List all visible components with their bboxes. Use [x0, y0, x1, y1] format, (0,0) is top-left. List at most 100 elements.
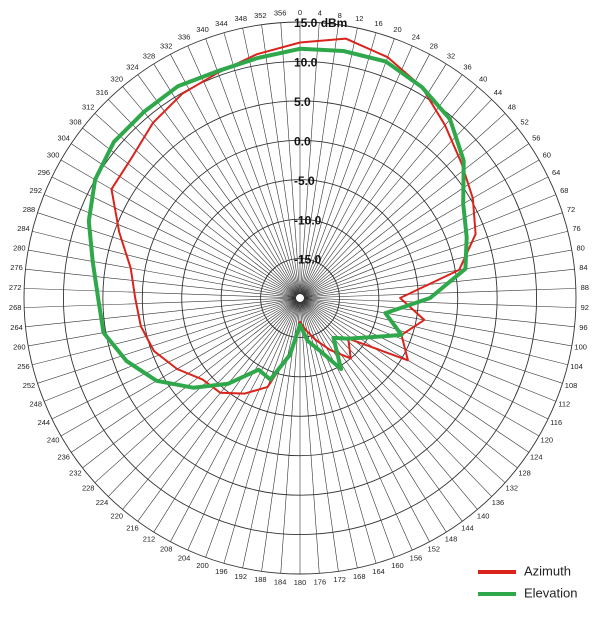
angle-tick-label: 216 — [126, 524, 139, 533]
angle-tick-label: 324 — [126, 62, 139, 71]
grid-spoke — [301, 54, 430, 295]
grid-spoke — [303, 298, 563, 384]
grid-spoke — [25, 298, 297, 328]
radial-tick-label: -10.0 — [294, 213, 322, 227]
angle-tick-label: 84 — [579, 263, 587, 272]
grid-spoke — [280, 301, 301, 574]
angle-tick-label: 88 — [581, 283, 589, 292]
angle-tick-label: 144 — [461, 524, 474, 533]
grid-spoke — [300, 32, 377, 295]
grid-spoke — [302, 99, 492, 296]
grid-spoke — [303, 143, 529, 297]
angle-tick-label: 128 — [518, 468, 531, 477]
angle-tick-label: 168 — [353, 572, 366, 581]
angle-tick-label: 0 — [298, 8, 302, 17]
grid-spoke — [300, 301, 339, 572]
radial-tick-label: 10.0 — [294, 56, 318, 70]
angle-tick-label: 180 — [294, 578, 307, 587]
grid-spoke — [301, 63, 447, 295]
grid-spoke — [223, 301, 300, 564]
legend-label: Azimuth — [524, 563, 571, 578]
angle-tick-label: 244 — [38, 418, 51, 427]
angle-tick-label: 8 — [338, 11, 342, 20]
angle-tick-label: 208 — [160, 545, 173, 554]
plot — [86, 37, 477, 395]
grid-spoke — [122, 300, 298, 510]
series-line — [110, 37, 477, 395]
grid-spoke — [187, 301, 299, 551]
grid-spoke — [108, 300, 298, 497]
grid-spoke — [28, 249, 297, 298]
angle-tick-label: 252 — [23, 381, 36, 390]
grid-spoke — [187, 45, 299, 295]
angle-tick-label: 296 — [38, 168, 51, 177]
grid-spoke — [303, 297, 576, 308]
angle-tick-label: 116 — [550, 418, 562, 427]
angle-tick-label: 228 — [82, 484, 95, 493]
grid-spoke — [301, 301, 395, 558]
angle-tick-label: 64 — [552, 168, 560, 177]
angle-tick-label: 56 — [532, 134, 540, 143]
angle-tick-label: 36 — [463, 62, 471, 71]
angle-tick-label: 104 — [570, 362, 583, 371]
angle-tick-label: 148 — [445, 535, 458, 544]
grid-spoke — [242, 27, 300, 295]
grid-spoke — [37, 298, 297, 384]
grid-spoke — [303, 176, 549, 297]
angle-tick-label: 272 — [9, 283, 22, 292]
grid-spoke — [43, 194, 297, 297]
radial-tick-label: -5.0 — [294, 174, 315, 188]
grid-spoke — [223, 32, 300, 295]
legend-label: Elevation — [524, 585, 577, 600]
grid-spoke — [302, 300, 478, 510]
grid-spoke — [303, 159, 540, 297]
angle-tick-label: 152 — [428, 545, 441, 554]
grid-spoke — [24, 288, 297, 299]
angle-tick-label: 44 — [494, 88, 502, 97]
grid-spoke — [302, 113, 506, 296]
radial-tick-label: 0.0 — [294, 134, 311, 148]
angle-tick-label: 112 — [558, 400, 570, 409]
grid-spoke — [303, 298, 575, 328]
grid-spoke — [300, 301, 358, 569]
grid-spoke — [299, 301, 320, 574]
grid-spoke — [280, 22, 301, 295]
angle-tick-label: 212 — [143, 535, 156, 544]
angle-tick-label: 276 — [10, 263, 23, 272]
angle-tick-label: 328 — [143, 51, 156, 60]
angle-tick-label: 280 — [13, 243, 26, 252]
grid-spoke — [94, 113, 298, 296]
grid-spoke — [299, 22, 320, 295]
angle-tick-label: 344 — [215, 19, 228, 28]
angle-tick-label: 24 — [412, 33, 420, 42]
grid-spoke — [242, 301, 300, 569]
grid-spoke — [71, 299, 297, 453]
angle-tick-label: 68 — [560, 186, 568, 195]
grid-spoke — [303, 298, 568, 366]
angle-tick-label: 336 — [178, 33, 191, 42]
grid-spoke — [303, 299, 557, 402]
angle-tick-label: 196 — [215, 567, 228, 576]
angle-tick-label: 264 — [10, 323, 23, 332]
grid-spoke — [43, 299, 297, 402]
angle-tick-label: 120 — [541, 435, 554, 444]
angle-tick-label: 80 — [576, 243, 584, 252]
angle-tick-label: 156 — [410, 553, 423, 562]
grid-spoke — [51, 299, 297, 420]
angle-tick-label: 332 — [160, 41, 173, 50]
grid-spoke — [153, 301, 299, 533]
grid-spoke — [25, 268, 297, 298]
angle-tick-label: 176 — [314, 577, 327, 586]
grid-spoke — [303, 212, 563, 298]
angle-tick-label: 308 — [69, 118, 82, 127]
angle-tick-label: 268 — [9, 303, 22, 312]
angle-tick-label: 352 — [254, 11, 267, 20]
grid-spoke — [205, 38, 299, 295]
radial-tick-label: 15.0 dBm — [294, 16, 347, 30]
grid-spoke — [137, 301, 298, 522]
angle-tick-label: 72 — [567, 205, 575, 214]
grid-spoke — [303, 298, 572, 347]
radial-tick-label: 5.0 — [294, 95, 311, 109]
grid-spoke — [82, 300, 298, 469]
angle-tick-label: 4 — [318, 9, 322, 18]
